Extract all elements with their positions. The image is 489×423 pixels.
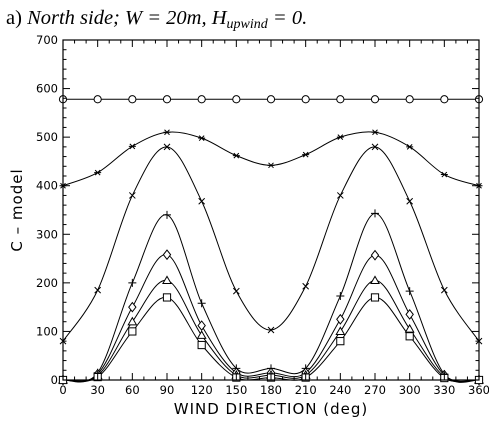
y-tick-label: 300 xyxy=(36,227,58,241)
circle-marker xyxy=(93,95,102,104)
x-tick-label: 60 xyxy=(125,383,140,397)
x-tick-label: 240 xyxy=(329,383,351,397)
x-marker xyxy=(371,143,379,151)
title-suffix: = 0. xyxy=(267,7,308,29)
triangle-marker xyxy=(404,323,415,333)
axis-ticks xyxy=(62,39,480,381)
x-marker xyxy=(336,192,344,199)
y-tick-label: 600 xyxy=(36,82,58,96)
asterisk-marker xyxy=(302,151,310,158)
x-tick-label: 360 xyxy=(468,383,489,397)
y-tick-labels: 0 100 200 300 400 500 600 700 xyxy=(36,33,58,387)
y-tick-label: 500 xyxy=(36,130,58,144)
diamond-marker xyxy=(370,249,380,261)
asterisk-marker xyxy=(232,152,240,159)
x-marker xyxy=(302,282,310,290)
circle-marker xyxy=(162,95,172,104)
x-tick-label: 150 xyxy=(225,383,247,397)
plus-marker xyxy=(336,291,345,300)
plus-marker xyxy=(371,209,379,218)
x-tick-label: 90 xyxy=(160,383,175,397)
square-marker xyxy=(128,327,137,336)
asterisk-marker xyxy=(94,169,102,176)
y-tick-label: 700 xyxy=(36,33,58,47)
x-axis-label: WIND DIRECTION (deg) xyxy=(174,400,369,418)
circle-marker xyxy=(197,95,206,104)
square-marker xyxy=(370,293,380,302)
triangle-marker xyxy=(162,275,172,285)
y-tick-label: 0 xyxy=(51,373,58,387)
circle-marker xyxy=(301,95,310,104)
series-markers xyxy=(58,95,484,386)
x-marker xyxy=(232,287,240,295)
asterisk-marker xyxy=(371,129,379,136)
circle-marker xyxy=(440,95,449,104)
chart-title: a) North side; W = 20m, Hupwind = 0. xyxy=(6,2,307,34)
plus-marker xyxy=(197,299,206,308)
square-marker xyxy=(336,337,345,346)
x-tick-label: 180 xyxy=(260,383,282,397)
plus-marker xyxy=(163,210,171,219)
x-tick-labels: 0 30 60 90 120 150 180 210 240 270 300 330 360 xyxy=(59,383,489,397)
x-tick-label: 210 xyxy=(295,383,317,397)
asterisk-marker xyxy=(198,135,206,141)
y-tick-label: 100 xyxy=(36,324,58,338)
title-text: North side; W = 20m, H xyxy=(27,7,227,29)
x-marker xyxy=(128,192,136,199)
square-marker xyxy=(197,340,206,350)
asterisk-marker xyxy=(440,171,448,178)
triangle-marker xyxy=(196,330,207,339)
title-subscript: upwind xyxy=(226,17,268,32)
triangle-marker xyxy=(127,316,138,326)
series-line-plus xyxy=(62,212,480,383)
square-marker xyxy=(405,332,414,341)
plot-frame xyxy=(62,39,480,381)
diamond-marker xyxy=(405,309,414,320)
x-marker xyxy=(163,143,171,151)
x-tick-label: 30 xyxy=(90,383,105,397)
asterisk-marker xyxy=(406,144,414,150)
diamond-marker xyxy=(162,249,172,261)
x-marker xyxy=(94,286,102,294)
asterisk-marker xyxy=(267,162,275,169)
circle-marker xyxy=(128,95,137,104)
circle-marker xyxy=(232,95,241,104)
square-marker xyxy=(162,293,172,302)
x-marker xyxy=(267,326,275,334)
diamond-marker xyxy=(336,313,345,325)
asterisk-marker xyxy=(128,143,136,150)
x-marker xyxy=(440,286,448,294)
series-line-asterisk xyxy=(62,131,480,187)
circle-marker xyxy=(370,95,380,104)
triangle-marker xyxy=(335,326,346,336)
series-markers-asterisk xyxy=(59,129,483,189)
circle-marker xyxy=(405,95,414,104)
plus-marker xyxy=(128,278,137,287)
series-curves xyxy=(62,98,480,383)
y-tick-label: 200 xyxy=(36,276,58,290)
asterisk-marker xyxy=(336,134,344,140)
asterisk-marker xyxy=(163,129,171,136)
triangle-marker xyxy=(370,275,380,285)
circle-marker xyxy=(336,95,345,104)
series-line-x xyxy=(62,146,480,342)
x-tick-label: 270 xyxy=(364,383,386,397)
x-marker xyxy=(406,197,414,205)
series-line-diamond xyxy=(62,254,480,382)
x-tick-label: 120 xyxy=(191,383,213,397)
plus-marker xyxy=(405,287,414,296)
y-tick-label: 400 xyxy=(36,179,58,193)
diamond-marker xyxy=(128,301,137,313)
x-marker xyxy=(198,197,206,205)
x-tick-label: 300 xyxy=(399,383,421,397)
x-tick-label: 0 xyxy=(59,383,66,397)
circle-marker xyxy=(266,95,276,104)
y-axis-label: C – model xyxy=(8,168,26,251)
diamond-marker xyxy=(197,320,206,332)
panel-label: a) xyxy=(6,7,22,29)
x-tick-label: 330 xyxy=(433,383,455,397)
series-markers-plus xyxy=(59,209,483,384)
